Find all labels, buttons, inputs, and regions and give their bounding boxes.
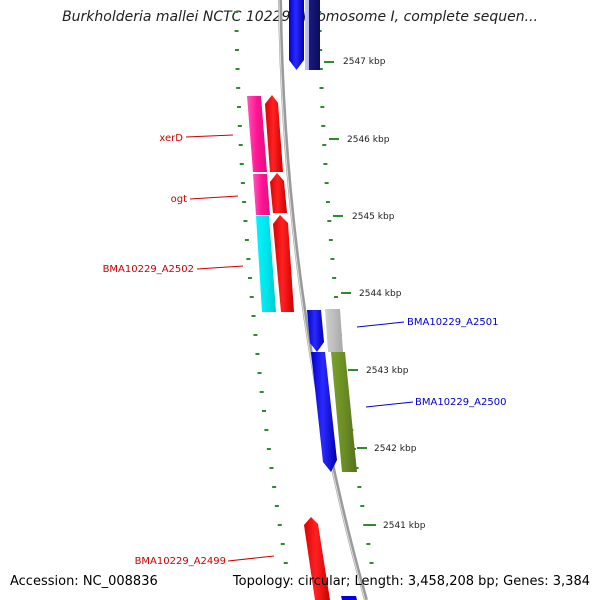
gene-label-BMA10229_A2501[interactable]: BMA10229_A2501 (356, 317, 498, 328)
gene-feature-bottom-blue (341, 596, 357, 600)
gene-label-BMA10229_A2499[interactable]: BMA10229_A2499 (135, 555, 275, 567)
gene-label-BMA10229_A2502[interactable]: BMA10229_A2502 (103, 264, 244, 275)
scale-tick-label: 2541 kbp (383, 521, 426, 531)
scale-tick-label: 2547 kbp (343, 57, 386, 67)
scale-tick-label: 2543 kbp (366, 366, 409, 376)
scale-tick: 2543 kbp (348, 366, 409, 376)
chromosome-backbone-highlight (278, 0, 366, 600)
scale-tick: 2545 kbp (333, 212, 395, 222)
gene-label-text: BMA10229_A2501 (407, 317, 498, 328)
gene-label-text: ogt (171, 194, 187, 205)
scale-tick: 2544 kbp (341, 289, 402, 299)
gene-label-text: BMA10229_A2502 (103, 264, 194, 275)
gene-BMA10229_A2502 (256, 216, 276, 312)
scale-tick: 2547 kbp (324, 57, 386, 67)
gene-BMA10229_A2502-arrow (273, 215, 294, 312)
scale-tick: 2541 kbp (366, 521, 426, 531)
gene-BMA10229_A2500-arrow (311, 352, 337, 472)
accession-text: Accession: NC_008836 (10, 574, 158, 589)
scale-tick-label: 2545 kbp (352, 212, 395, 222)
gene-BMA10229_A2501 (325, 309, 343, 352)
gene-label-ogt[interactable]: ogt (171, 194, 239, 205)
left-boundary-dots (234, 11, 288, 564)
gene-label-BMA10229_A2500[interactable]: BMA10229_A2500 (365, 397, 506, 408)
topology-text: Topology: circular; Length: 3,458,208 bp… (232, 574, 590, 589)
gene-label-text: BMA10229_A2500 (415, 397, 506, 408)
scale-tick-label: 2546 kbp (347, 135, 390, 145)
gene-label-text: BMA10229_A2499 (135, 556, 226, 567)
gene-feature-top-lavender (305, 0, 309, 70)
gene-BMA10229_A2501-arrow (307, 310, 324, 352)
gene-ogt (253, 174, 270, 215)
scale-tick-label: 2544 kbp (359, 289, 402, 299)
gene-ogt-arrow (270, 173, 287, 213)
scale-tick: 2542 kbp (357, 444, 417, 454)
scale-tick-label: 2542 kbp (374, 444, 417, 454)
right-boundary-dots (317, 11, 374, 564)
gene-xerD (247, 96, 267, 172)
gene-label-text: xerD (159, 133, 183, 144)
scale-tick: 2546 kbp (329, 135, 390, 145)
gene-feature-top-blue (289, 0, 304, 70)
chromosome-backbone (278, 0, 368, 600)
gene-BMA10229_A2500 (331, 352, 357, 472)
gene-feature-top-navy (309, 0, 320, 70)
gene-label-xerD[interactable]: xerD (159, 133, 234, 144)
gene-BMA10229_A2499 (304, 517, 330, 600)
gene-xerD-arrow (265, 95, 283, 172)
scale-ticks: 2547 kbp 2546 kbp 2545 kbp 2544 kbp 2543… (324, 57, 426, 531)
